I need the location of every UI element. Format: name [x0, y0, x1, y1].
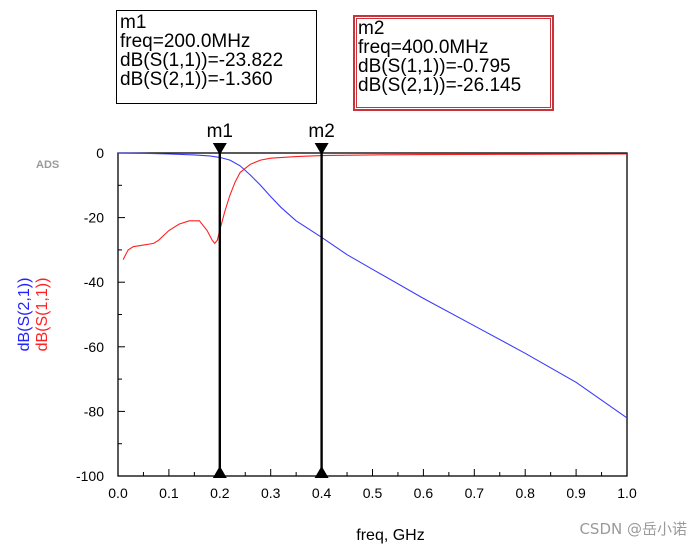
x-axis-label: freq, GHz — [356, 527, 424, 544]
x-tick-label: 0.1 — [159, 485, 179, 501]
marker-m1-freq: freq=200.0MHz — [120, 31, 251, 52]
x-tick-label: 0.6 — [414, 485, 434, 501]
marker-m2-s21: dB(S(2,1))=-26.145 — [358, 75, 522, 96]
x-tick-label: 0.4 — [312, 485, 332, 501]
marker-m2-title: m2 — [358, 18, 385, 39]
y-tick-label: -60 — [84, 339, 104, 355]
y-tick-label: -80 — [84, 403, 104, 419]
marker-m1-s21: dB(S(2,1))=-1.360 — [120, 69, 273, 90]
y-tick-label: 0 — [96, 145, 104, 161]
x-tick-label: 0.9 — [566, 485, 586, 501]
y-tick-label: -20 — [84, 210, 104, 226]
plot-frame — [117, 152, 628, 477]
marker-m1-readout[interactable]: m1 freq=200.0MHz dB(S(1,1))=-23.822 dB(S… — [116, 10, 317, 104]
x-tick-label: 0.3 — [261, 485, 281, 501]
app-label: ADS — [36, 159, 59, 171]
series-line-0 — [117, 152, 628, 419]
x-tick-label: 1.0 — [617, 485, 637, 501]
y-tick-label: -40 — [84, 274, 104, 290]
marker-arrow-bottom-m2[interactable] — [314, 466, 329, 478]
y-axis-label-0: dB(S(2,1)) — [16, 278, 33, 352]
marker-arrow-top-m1[interactable] — [212, 143, 227, 155]
marker-m2-s11: dB(S(1,1))=-0.795 — [358, 56, 511, 77]
marker-m2-freq: freq=400.0MHz — [358, 37, 489, 58]
x-tick-label: 0.5 — [363, 485, 383, 501]
marker-m1-title: m1 — [120, 12, 147, 33]
x-tick-label: 0.0 — [108, 485, 128, 501]
y-tick-label: -100 — [76, 468, 104, 484]
series-line-1 — [122, 153, 628, 260]
marker-arrow-top-m2[interactable] — [314, 143, 329, 155]
marker-label-m2: m2 — [308, 121, 334, 142]
marker-m1-s11: dB(S(1,1))=-23.822 — [120, 50, 284, 71]
marker-arrow-bottom-m1[interactable] — [212, 466, 227, 478]
marker-label-m1: m1 — [207, 121, 233, 142]
watermark: CSDN @岳小诺 — [579, 520, 687, 538]
x-tick-label: 0.2 — [210, 485, 230, 501]
x-tick-label: 0.8 — [515, 485, 535, 501]
y-axis-label-1: dB(S(1,1)) — [34, 278, 51, 352]
x-tick-label: 0.7 — [465, 485, 485, 501]
marker-m2-readout[interactable]: m2 freq=400.0MHz dB(S(1,1))=-0.795 dB(S(… — [353, 15, 554, 111]
